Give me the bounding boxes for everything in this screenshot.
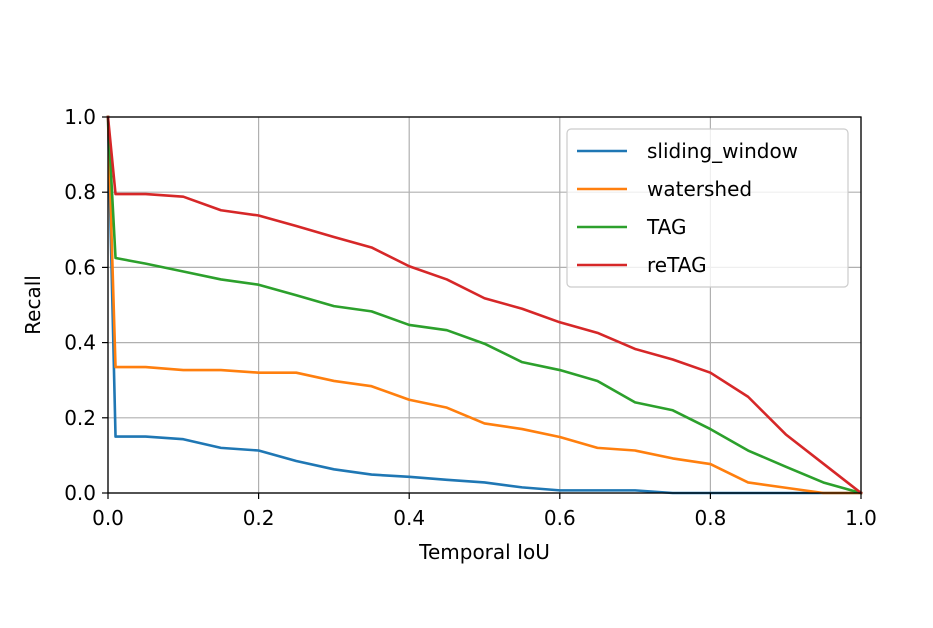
y-axis-label: Recall xyxy=(21,275,45,335)
legend: sliding_window watershed TAG reTAG xyxy=(566,128,849,288)
plot-frame xyxy=(107,116,862,494)
legend-label: sliding_window xyxy=(647,139,798,163)
legend-box xyxy=(566,128,849,288)
y-tick-label: 0.2 xyxy=(64,406,96,430)
x-tick-label: 0.6 xyxy=(544,506,576,530)
y-tick-label: 0.0 xyxy=(64,481,96,505)
series-line-watershed xyxy=(106,115,863,495)
x-tick-label: 0.4 xyxy=(393,506,425,530)
legend-label: reTAG xyxy=(647,253,707,277)
y-tick-label: 1.0 xyxy=(64,105,96,129)
x-tick-label: 0.0 xyxy=(92,506,124,530)
x-tick-label: 0.8 xyxy=(694,506,726,530)
x-tick-label: 0.2 xyxy=(243,506,275,530)
y-tick-label: 0.6 xyxy=(64,255,96,279)
y-tick-label: 0.8 xyxy=(64,180,96,204)
series-line-tag xyxy=(106,115,863,495)
x-tick-label: 1.0 xyxy=(845,506,877,530)
legend-label: watershed xyxy=(647,177,752,201)
legend-label: TAG xyxy=(646,215,687,239)
series-line-retag xyxy=(106,115,863,495)
y-tick-label: 0.4 xyxy=(64,331,96,355)
x-axis-label: Temporal IoU xyxy=(418,540,550,564)
axis-ticks: 0.0 0.2 0.4 0.6 0.8 1.0 0.0 0.2 0.4 0.6 0.8 1.0 xyxy=(64,105,877,530)
